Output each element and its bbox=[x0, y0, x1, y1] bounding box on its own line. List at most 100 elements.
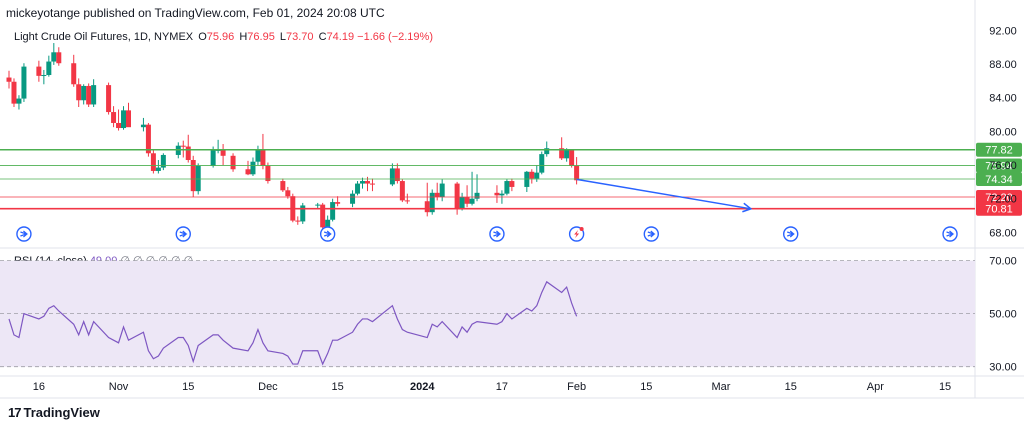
time-tick-label: Dec bbox=[258, 381, 278, 393]
dividend-event-icon[interactable] bbox=[319, 226, 336, 242]
candle-down[interactable] bbox=[494, 192, 500, 196]
candle-down[interactable] bbox=[116, 122, 122, 129]
dividend-event-icon[interactable] bbox=[175, 226, 191, 242]
candle-up[interactable] bbox=[21, 66, 27, 99]
candle-down[interactable] bbox=[245, 169, 251, 175]
candle-down[interactable] bbox=[424, 201, 430, 213]
level-price-label: 75.94 bbox=[985, 161, 1013, 173]
candle-up[interactable] bbox=[469, 198, 475, 204]
candle-up[interactable] bbox=[350, 193, 356, 204]
dividend-event-icon[interactable] bbox=[643, 226, 659, 242]
dividend-event-icon[interactable] bbox=[942, 226, 958, 242]
candle-down[interactable] bbox=[86, 85, 92, 105]
candle-down[interactable] bbox=[434, 192, 440, 198]
candle-up[interactable] bbox=[474, 192, 480, 199]
price-tick-label: 68.00 bbox=[989, 227, 1017, 239]
candle-up[interactable] bbox=[250, 161, 256, 175]
candle-up[interactable] bbox=[300, 205, 306, 222]
candle-down[interactable] bbox=[335, 202, 341, 204]
candle-down[interactable] bbox=[399, 181, 405, 201]
candle-down[interactable] bbox=[230, 155, 236, 170]
candle-down[interactable] bbox=[265, 165, 271, 182]
candle-up[interactable] bbox=[355, 183, 361, 194]
candle-up[interactable] bbox=[51, 52, 57, 62]
candle-down[interactable] bbox=[464, 197, 470, 204]
candle-down[interactable] bbox=[559, 148, 565, 159]
candle-down[interactable] bbox=[394, 168, 400, 182]
candle-up[interactable] bbox=[499, 193, 505, 196]
symbol-name[interactable]: Light Crude Oil Futures, 1D, NYMEX bbox=[14, 31, 194, 43]
candle-up[interactable] bbox=[504, 181, 510, 194]
dividend-event-icon[interactable] bbox=[16, 226, 32, 242]
candle-up[interactable] bbox=[155, 167, 161, 171]
candle-down[interactable] bbox=[280, 181, 286, 191]
candle-up[interactable] bbox=[210, 149, 216, 166]
open-label: O bbox=[198, 31, 207, 43]
dividend-event-icon[interactable] bbox=[489, 226, 505, 242]
candle-up[interactable] bbox=[160, 154, 166, 168]
level-price-label: 70.81 bbox=[985, 204, 1013, 216]
candle-up[interactable] bbox=[195, 165, 201, 192]
candle-up[interactable] bbox=[41, 75, 47, 77]
candle-down[interactable] bbox=[145, 124, 151, 154]
candle-up[interactable] bbox=[360, 181, 366, 184]
candle-up[interactable] bbox=[459, 197, 465, 209]
candle-down[interactable] bbox=[320, 204, 326, 228]
candle-down[interactable] bbox=[509, 181, 515, 187]
candle-down[interactable] bbox=[106, 85, 112, 113]
candle-up[interactable] bbox=[330, 202, 336, 220]
candle-down[interactable] bbox=[404, 200, 410, 202]
arrow-right-icon bbox=[20, 230, 29, 238]
candle-down[interactable] bbox=[150, 153, 156, 171]
candle-up[interactable] bbox=[539, 154, 545, 173]
candle-up[interactable] bbox=[46, 61, 52, 76]
open-value: 75.96 bbox=[206, 31, 235, 43]
candle-up[interactable] bbox=[544, 148, 550, 155]
candle-down[interactable] bbox=[220, 149, 226, 156]
dividend-event-icon[interactable] bbox=[783, 226, 799, 242]
candle-down[interactable] bbox=[364, 181, 370, 184]
candle-down[interactable] bbox=[260, 149, 266, 166]
candle-down[interactable] bbox=[295, 220, 301, 222]
candle-down[interactable] bbox=[454, 183, 460, 209]
candle-down[interactable] bbox=[574, 165, 580, 181]
candle-up[interactable] bbox=[325, 219, 331, 228]
candle-down[interactable] bbox=[369, 183, 375, 185]
candle-down[interactable] bbox=[125, 110, 131, 128]
projection-arrow[interactable] bbox=[576, 178, 752, 210]
price-axis: 92.00 88.00 84.00 80.00 76.00 72.00 68.00 70.00… bbox=[989, 25, 1017, 373]
arrow-right-icon bbox=[647, 230, 656, 238]
candle-down[interactable] bbox=[71, 63, 77, 85]
candle-up[interactable] bbox=[439, 183, 445, 198]
candle-up[interactable] bbox=[564, 149, 570, 159]
candle-down[interactable] bbox=[529, 171, 535, 179]
candle-down[interactable] bbox=[190, 160, 196, 192]
tradingview-footer[interactable]: 17 TradingView bbox=[8, 405, 100, 420]
candle-up[interactable] bbox=[91, 85, 97, 105]
level-price-tag bbox=[976, 158, 1022, 173]
candle-down[interactable] bbox=[56, 52, 62, 64]
candle-down[interactable] bbox=[6, 77, 12, 82]
candle-up[interactable] bbox=[534, 172, 540, 179]
candle-down[interactable] bbox=[11, 81, 17, 104]
candle-up[interactable] bbox=[389, 168, 395, 185]
candle-up[interactable] bbox=[315, 204, 321, 206]
level-price-label: 77.82 bbox=[985, 145, 1013, 157]
candle-up[interactable] bbox=[16, 98, 22, 104]
candle-down[interactable] bbox=[569, 149, 575, 166]
candle-up[interactable] bbox=[255, 149, 261, 162]
candle-down[interactable] bbox=[180, 145, 186, 147]
candle-up[interactable] bbox=[140, 124, 146, 128]
candle-down[interactable] bbox=[76, 84, 82, 101]
candle-down[interactable] bbox=[285, 190, 291, 197]
rsi-line[interactable] bbox=[8, 280, 578, 366]
event-dot bbox=[579, 227, 584, 231]
candle-down[interactable] bbox=[111, 112, 117, 123]
high-label: H bbox=[239, 31, 248, 43]
candle-down[interactable] bbox=[36, 66, 42, 76]
candle-up[interactable] bbox=[81, 85, 87, 101]
candle-down[interactable] bbox=[185, 146, 191, 161]
candle-up[interactable] bbox=[429, 192, 435, 213]
candle-up[interactable] bbox=[121, 110, 127, 129]
